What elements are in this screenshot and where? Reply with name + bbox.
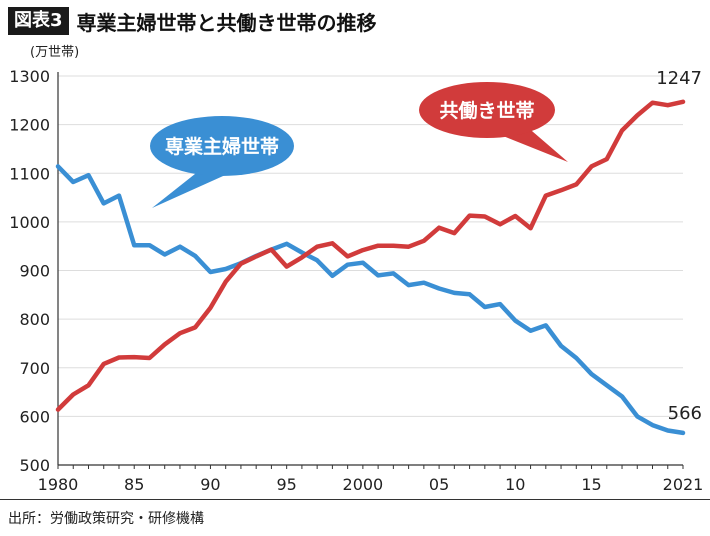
legend-label-dual-income: 共働き世帯 xyxy=(439,99,534,122)
source-note: 出所：労働政策研究・研修機構 xyxy=(8,511,204,527)
chart-header: 図表3 専業主婦世帯と共働き世帯の推移 xyxy=(8,6,377,36)
x-tick-label: 85 xyxy=(124,475,144,494)
y-tick-label: 700 xyxy=(19,359,50,378)
y-tick-label: 800 xyxy=(19,310,50,329)
y-tick-label: 1300 xyxy=(9,67,50,86)
series-line-housewife xyxy=(55,164,686,436)
figure-number-badge: 図表3 xyxy=(8,7,69,35)
end-value-label-housewife: 566 xyxy=(668,403,702,424)
y-tick-label: 900 xyxy=(19,262,50,281)
x-tick-label: 05 xyxy=(429,475,449,494)
y-tick-label: 1100 xyxy=(9,164,50,183)
legend-callout-tail-housewife xyxy=(152,170,232,208)
y-axis-unit: (万世帯) xyxy=(30,45,80,60)
x-tick-label: 2021 xyxy=(663,475,704,494)
x-tick-label: 2000 xyxy=(343,475,384,494)
x-tick-label: 95 xyxy=(276,475,296,494)
y-tick-label: 600 xyxy=(19,407,50,426)
legend-callout-dual-income xyxy=(419,82,555,138)
x-tick-label: 10 xyxy=(505,475,525,494)
footer-divider xyxy=(0,499,710,500)
x-tick-label: 15 xyxy=(581,475,601,494)
line-chart: 500 600 700 800 900 1000 1100 1200 1300 1980 85 90 9… xyxy=(9,67,704,494)
legend-callout-housewife xyxy=(150,116,294,176)
legend-label-housewife: 専業主婦世帯 xyxy=(165,135,279,158)
end-value-label-dual-income: 1247 xyxy=(656,68,702,89)
y-tick-label: 1000 xyxy=(9,213,50,232)
series-line-dual-income xyxy=(55,99,686,412)
y-tick-label: 500 xyxy=(19,456,50,475)
chart-title: 専業主婦世帯と共働き世帯の推移 xyxy=(76,10,377,35)
x-tick-label: 1980 xyxy=(38,475,79,494)
y-tick-label: 1200 xyxy=(9,116,50,135)
x-tick-label: 90 xyxy=(200,475,220,494)
